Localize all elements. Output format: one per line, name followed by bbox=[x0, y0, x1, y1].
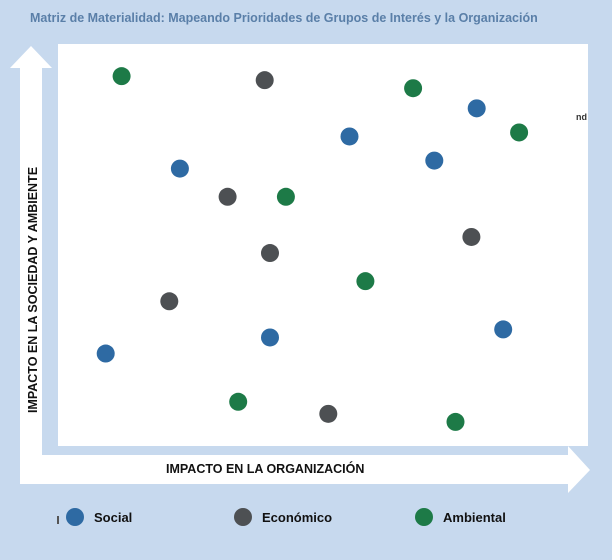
point-social-3 bbox=[425, 151, 444, 170]
point-economico-2 bbox=[218, 187, 237, 206]
point-ambiental-4 bbox=[276, 187, 295, 206]
legend-label-ambiental: Ambiental bbox=[443, 509, 506, 525]
point-social-5 bbox=[494, 320, 513, 339]
point-social-4 bbox=[170, 159, 189, 178]
legend-label-economico: Económico bbox=[262, 509, 333, 525]
point-economico-6 bbox=[319, 404, 338, 423]
chart-title: Matriz de Materialidad: Mapeando Priorid… bbox=[30, 11, 538, 25]
legend-dot-social bbox=[66, 508, 84, 526]
legend-item-economico: Económico bbox=[234, 508, 332, 526]
legend: Social Económico Ambiental bbox=[0, 508, 612, 532]
annotation-nd: nd bbox=[576, 112, 587, 122]
point-social-7 bbox=[96, 344, 115, 363]
point-social-2 bbox=[340, 127, 359, 146]
legend-item-ambiental: Ambiental bbox=[415, 508, 506, 526]
plot-area bbox=[58, 44, 588, 446]
point-social-6 bbox=[261, 328, 279, 347]
point-ambiental-5 bbox=[356, 272, 375, 291]
legend-dot-economico bbox=[234, 508, 252, 526]
x-axis-arrow bbox=[20, 446, 590, 493]
point-ambiental-3 bbox=[510, 123, 529, 142]
point-ambiental-1 bbox=[112, 67, 131, 86]
legend-tick-mark bbox=[57, 516, 59, 524]
point-ambiental-7 bbox=[446, 412, 465, 431]
point-economico-5 bbox=[160, 292, 179, 311]
point-ambiental-2 bbox=[404, 79, 423, 98]
data-points bbox=[96, 67, 529, 431]
point-economico-3 bbox=[462, 227, 481, 246]
legend-label-social: Social bbox=[94, 509, 133, 525]
y-axis-label: IMPACTO EN LA SOCIEDAD Y AMBIENTE bbox=[26, 166, 40, 414]
point-ambiental-6 bbox=[229, 392, 248, 411]
point-economico-1 bbox=[255, 71, 274, 90]
point-economico-4 bbox=[261, 244, 279, 263]
y-axis-arrow bbox=[10, 46, 52, 455]
legend-item-social: Social bbox=[66, 508, 132, 526]
x-axis-label: IMPACTO EN LA ORGANIZACIÓN bbox=[166, 462, 365, 476]
point-social-1 bbox=[467, 99, 486, 118]
legend-dot-ambiental bbox=[415, 508, 433, 526]
